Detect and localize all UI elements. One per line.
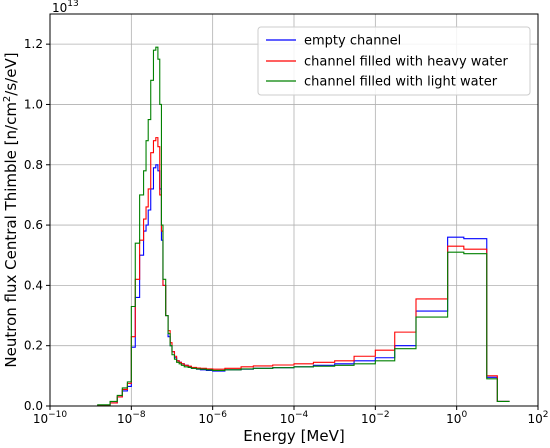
series-line-1 bbox=[50, 137, 510, 407]
legend-box bbox=[257, 26, 531, 96]
legend-label-empty-channel: empty channel bbox=[304, 34, 401, 49]
series-layer bbox=[50, 46, 510, 407]
x-tick-base: 10 bbox=[33, 412, 48, 426]
x-axis-title: Energy [MeV] bbox=[243, 427, 344, 445]
x-tick-label: 102 bbox=[527, 410, 548, 426]
x-tick-exp: 2 bbox=[543, 410, 549, 420]
x-tick-exp: −6 bbox=[214, 410, 228, 420]
y-tick-label: 0.0 bbox=[24, 399, 43, 413]
y-axis-title: Neutron flux Central Thimble [n/cm2/s/eV… bbox=[2, 52, 20, 367]
legend-label-light-water: channel filled with light water bbox=[304, 75, 498, 90]
y-axis: 0.0 0.2 0.4 0.6 0.8 1.0 1.2 bbox=[24, 37, 50, 413]
series-line-2 bbox=[50, 46, 510, 407]
y-axis-title-prefix: Neutron flux Central Thimble [n/cm bbox=[2, 102, 20, 368]
legend-label-heavy-water: channel filled with heavy water bbox=[304, 55, 508, 70]
x-tick-base: 10 bbox=[198, 412, 213, 426]
x-tick-label: 10−2 bbox=[361, 410, 390, 426]
x-axis: 10−10 10−8 10−6 10−4 10−2 100 102 bbox=[33, 406, 549, 426]
y-tick-label: 0.6 bbox=[24, 218, 43, 232]
x-tick-base: 10 bbox=[280, 412, 295, 426]
x-tick-exp: −8 bbox=[132, 410, 146, 420]
x-tick-label: 10−4 bbox=[280, 410, 309, 426]
x-tick-base: 10 bbox=[361, 412, 376, 426]
y-multiplier-base: 10 bbox=[52, 1, 67, 15]
x-tick-label: 10−6 bbox=[198, 410, 227, 426]
y-tick-label: 0.8 bbox=[24, 158, 43, 172]
x-tick-exp: −10 bbox=[48, 410, 67, 420]
x-tick-base: 10 bbox=[527, 412, 542, 426]
y-multiplier-label: 1013 bbox=[52, 0, 79, 15]
y-axis-title-suffix: /s/eV] bbox=[2, 52, 20, 95]
y-multiplier-exp: 13 bbox=[67, 0, 78, 9]
y-tick-label: 0.4 bbox=[24, 278, 43, 292]
legend: empty channel channel filled with heavy … bbox=[257, 26, 531, 96]
x-tick-label: 10−10 bbox=[33, 410, 68, 426]
y-axis-title-sup: 2 bbox=[2, 96, 13, 102]
x-tick-base: 10 bbox=[446, 412, 461, 426]
y-tick-label: 1.2 bbox=[24, 37, 43, 51]
x-tick-exp: 0 bbox=[461, 410, 467, 420]
y-tick-label: 0.2 bbox=[24, 339, 43, 353]
y-tick-label: 1.0 bbox=[24, 97, 43, 111]
x-tick-label: 100 bbox=[446, 410, 467, 426]
x-tick-exp: −2 bbox=[376, 410, 389, 420]
x-tick-label: 10−8 bbox=[117, 410, 146, 426]
x-tick-base: 10 bbox=[117, 412, 132, 426]
x-tick-exp: −4 bbox=[295, 410, 309, 420]
